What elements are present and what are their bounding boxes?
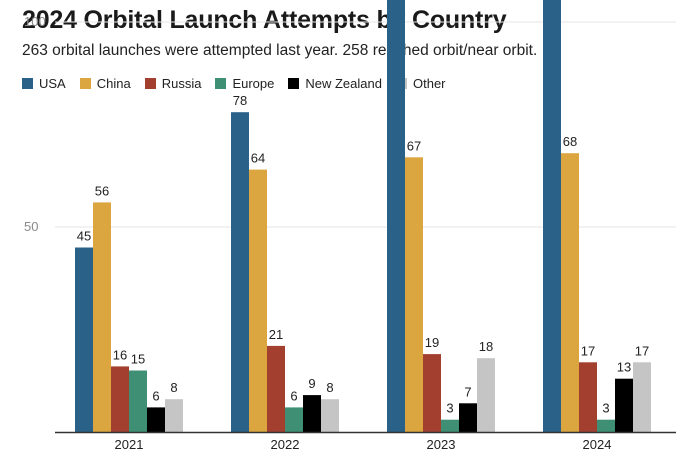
- legend-item-usa: USA: [22, 76, 66, 91]
- legend-label-europe: Europe: [232, 75, 275, 91]
- bar-europe-2022: [285, 407, 303, 432]
- legend-swatch-europe: [215, 77, 227, 89]
- legend-swatch-new-zealand: [288, 77, 300, 89]
- legend-item-russia: Russia: [144, 75, 202, 91]
- bar-new-zealand-2022: [303, 395, 321, 432]
- bar-usa-2022: [231, 112, 249, 432]
- bar-russia-2023: [423, 354, 441, 432]
- legend-swatch-usa: [22, 77, 33, 89]
- legend-label-china: China: [96, 75, 131, 91]
- y-tick-label: 100: [24, 14, 46, 29]
- bar-usa-2021: [75, 247, 93, 432]
- data-label-other-2023: 18: [479, 339, 493, 354]
- x-tick-label-2021: 2021: [115, 437, 144, 452]
- bar-china-2023: [405, 157, 423, 433]
- x-tick-label-2024: 2024: [583, 437, 612, 452]
- data-label-other-2024: 17: [635, 343, 649, 358]
- y-tick-label: 50: [24, 219, 38, 234]
- data-label-russia-2021: 16: [113, 347, 127, 362]
- data-label-new-zealand-2024: 13: [617, 360, 631, 375]
- data-label-new-zealand-2022: 9: [308, 376, 315, 391]
- bar-china-2024: [561, 153, 579, 432]
- data-label-china-2023: 67: [407, 138, 421, 153]
- bar-europe-2023: [441, 419, 459, 432]
- bar-usa-2024: [543, 0, 561, 432]
- data-label-europe-2021: 15: [131, 352, 145, 367]
- bar-other-2024: [633, 362, 651, 432]
- chart-title: 2024 Orbital Launch Attempts by Country: [22, 6, 507, 34]
- data-label-new-zealand-2023: 7: [464, 384, 471, 399]
- data-label-new-zealand-2021: 6: [152, 388, 159, 403]
- legend-swatch-china: [79, 77, 91, 89]
- data-label-russia-2023: 19: [425, 335, 439, 350]
- bar-usa-2023: [387, 0, 405, 432]
- data-label-russia-2022: 21: [269, 327, 283, 342]
- bar-russia-2021: [111, 366, 129, 432]
- data-label-china-2024: 68: [563, 134, 577, 149]
- bar-china-2021: [93, 202, 111, 432]
- data-label-europe-2024: 3: [602, 401, 609, 416]
- bar-other-2023: [477, 358, 495, 432]
- data-label-china-2021: 56: [95, 183, 109, 198]
- data-label-china-2022: 64: [251, 151, 265, 166]
- legend-label-russia: Russia: [161, 75, 202, 91]
- legend-label-usa: USA: [39, 75, 66, 91]
- data-label-usa-2021: 45: [77, 229, 91, 244]
- bar-china-2022: [249, 169, 267, 432]
- bar-russia-2024: [579, 362, 597, 432]
- data-label-other-2022: 8: [326, 380, 333, 395]
- legend-item-europe: Europe: [215, 76, 274, 91]
- legend-label-other: Other: [412, 75, 446, 91]
- bar-russia-2022: [267, 345, 285, 432]
- data-label-europe-2022: 6: [290, 388, 297, 403]
- legend-item-china: China: [79, 75, 131, 91]
- x-tick-label-2023: 2023: [427, 437, 456, 452]
- chart-subtitle: 263 orbital launches were attempted last…: [22, 42, 538, 59]
- x-tick-label-2022: 2022: [271, 437, 300, 452]
- legend: USA China Russia Europe New Zealand Other: [22, 74, 460, 92]
- data-label-russia-2024: 17: [581, 343, 595, 358]
- bar-other-2022: [321, 399, 339, 432]
- data-label-other-2021: 8: [170, 380, 177, 395]
- data-label-usa-2022: 78: [233, 93, 247, 108]
- legend-item-new-zealand: New Zealand: [288, 76, 382, 91]
- bar-other-2021: [165, 399, 183, 432]
- bar-europe-2024: [597, 419, 615, 432]
- legend-label-new-zealand: New Zealand: [305, 75, 382, 91]
- bar-europe-2021: [129, 370, 147, 432]
- bar-new-zealand-2023: [459, 403, 477, 432]
- legend-swatch-russia: [144, 77, 156, 89]
- bar-new-zealand-2024: [615, 378, 633, 432]
- bar-new-zealand-2021: [147, 407, 165, 432]
- data-label-europe-2023: 3: [446, 401, 453, 416]
